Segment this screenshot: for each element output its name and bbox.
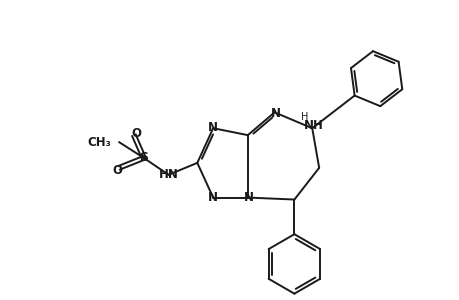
Text: N: N — [270, 107, 280, 120]
Text: N: N — [243, 191, 253, 204]
Text: H: H — [300, 112, 308, 122]
Text: CH₃: CH₃ — [87, 136, 111, 148]
Text: O: O — [112, 164, 122, 177]
Text: O: O — [131, 127, 140, 140]
Text: N: N — [208, 121, 218, 134]
Text: N: N — [208, 191, 218, 204]
Text: HN: HN — [158, 168, 178, 181]
Text: S: S — [139, 152, 148, 164]
Text: NH: NH — [303, 119, 324, 132]
